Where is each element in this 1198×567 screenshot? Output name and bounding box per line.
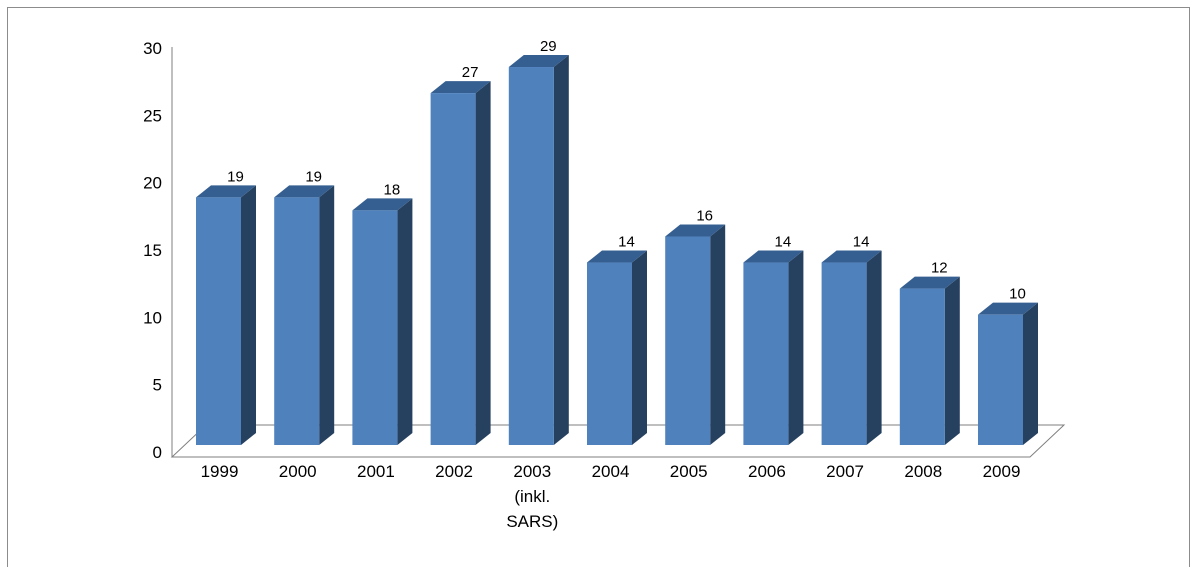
bar-front bbox=[899, 288, 945, 445]
bar-top bbox=[430, 81, 491, 94]
bar-front bbox=[665, 236, 711, 445]
x-tick-label-line: 2003 bbox=[513, 462, 551, 481]
bar-side bbox=[319, 185, 335, 445]
bar-top bbox=[978, 302, 1038, 315]
bar-front bbox=[821, 262, 867, 445]
bar bbox=[978, 302, 1038, 445]
bar-top bbox=[743, 250, 804, 263]
x-tick-label-line: 2000 bbox=[279, 462, 317, 481]
bar-top bbox=[196, 185, 256, 198]
y-tick-label: 0 bbox=[153, 443, 162, 462]
x-tick-label-line: 1999 bbox=[201, 462, 239, 481]
bar-front bbox=[274, 197, 320, 445]
bar bbox=[665, 224, 726, 445]
y-tick-label: 20 bbox=[143, 174, 162, 193]
bar bbox=[196, 185, 256, 445]
x-tick-label: 2003 (inkl. SARS) bbox=[506, 462, 558, 531]
x-tick-label-line: (inkl. bbox=[514, 487, 550, 506]
x-tick-label: 2008 bbox=[904, 462, 942, 481]
bar bbox=[899, 276, 960, 445]
data-label: 16 bbox=[696, 207, 713, 224]
y-tick-label: 30 bbox=[143, 39, 162, 58]
bar bbox=[743, 250, 804, 445]
bar-side bbox=[632, 250, 647, 445]
bar-top bbox=[665, 224, 726, 237]
bar-front bbox=[743, 262, 789, 445]
bar-side bbox=[397, 198, 413, 445]
x-tick-label: 2004 bbox=[592, 462, 630, 481]
data-label: 14 bbox=[618, 234, 635, 251]
bar bbox=[430, 81, 491, 445]
x-tick-label: 2006 bbox=[748, 462, 786, 481]
bar-top bbox=[821, 250, 882, 263]
data-label: 12 bbox=[931, 260, 948, 277]
bar-top bbox=[352, 198, 413, 211]
bar-top bbox=[274, 185, 335, 198]
bar-top bbox=[899, 276, 960, 289]
x-tick-label-line: SARS) bbox=[506, 512, 558, 531]
x-tick-label-line: 2007 bbox=[826, 462, 864, 481]
bar bbox=[587, 250, 647, 445]
chart-floor bbox=[170, 424, 1066, 458]
data-label: 14 bbox=[775, 234, 792, 251]
x-tick-label: 2007 bbox=[826, 462, 864, 481]
x-tick-label: 2005 bbox=[670, 462, 708, 481]
bar bbox=[274, 185, 335, 445]
bar-front bbox=[508, 67, 554, 446]
data-label: 18 bbox=[384, 181, 401, 198]
x-tick-label: 1999 bbox=[201, 462, 239, 481]
bar-front bbox=[196, 197, 241, 445]
x-tick-label: 2000 bbox=[279, 462, 317, 481]
x-tick-label: 2009 bbox=[983, 462, 1021, 481]
x-tick-label-line: 2008 bbox=[904, 462, 942, 481]
bar bbox=[352, 198, 413, 445]
x-tick-label-line: 2005 bbox=[670, 462, 708, 481]
x-tick-label-line: 2004 bbox=[592, 462, 630, 481]
bar-top bbox=[508, 55, 569, 68]
bar bbox=[821, 250, 882, 445]
x-tick-label-line: 2001 bbox=[357, 462, 395, 481]
bar-side bbox=[475, 81, 491, 445]
bar-front bbox=[587, 262, 632, 445]
data-label: 10 bbox=[1009, 286, 1026, 303]
data-label: 19 bbox=[305, 168, 322, 185]
bar-side bbox=[788, 250, 804, 445]
bar-side bbox=[944, 276, 960, 445]
x-tick-label: 2002 bbox=[435, 462, 473, 481]
x-tick-label-line: 2009 bbox=[983, 462, 1021, 481]
bar-top bbox=[587, 250, 647, 263]
data-label: 19 bbox=[227, 168, 244, 185]
bar-side bbox=[710, 224, 726, 445]
bar-front bbox=[978, 314, 1023, 445]
y-tick-label: 25 bbox=[143, 106, 162, 125]
data-label: 14 bbox=[853, 234, 870, 251]
bar-side bbox=[553, 55, 569, 446]
y-tick-label: 10 bbox=[143, 308, 162, 327]
bar bbox=[508, 55, 569, 446]
data-label: 27 bbox=[462, 64, 479, 81]
x-tick-label: 2001 bbox=[357, 462, 395, 481]
x-tick-label-line: 2002 bbox=[435, 462, 473, 481]
bar-front bbox=[352, 210, 398, 445]
bar-front bbox=[430, 93, 476, 445]
data-label: 29 bbox=[540, 38, 557, 55]
bar-side bbox=[1023, 302, 1038, 445]
bar-side bbox=[866, 250, 882, 445]
y-tick-label: 15 bbox=[143, 241, 162, 260]
bar-side bbox=[241, 185, 256, 445]
y-tick-label: 5 bbox=[153, 376, 162, 395]
x-tick-label-line: 2006 bbox=[748, 462, 786, 481]
